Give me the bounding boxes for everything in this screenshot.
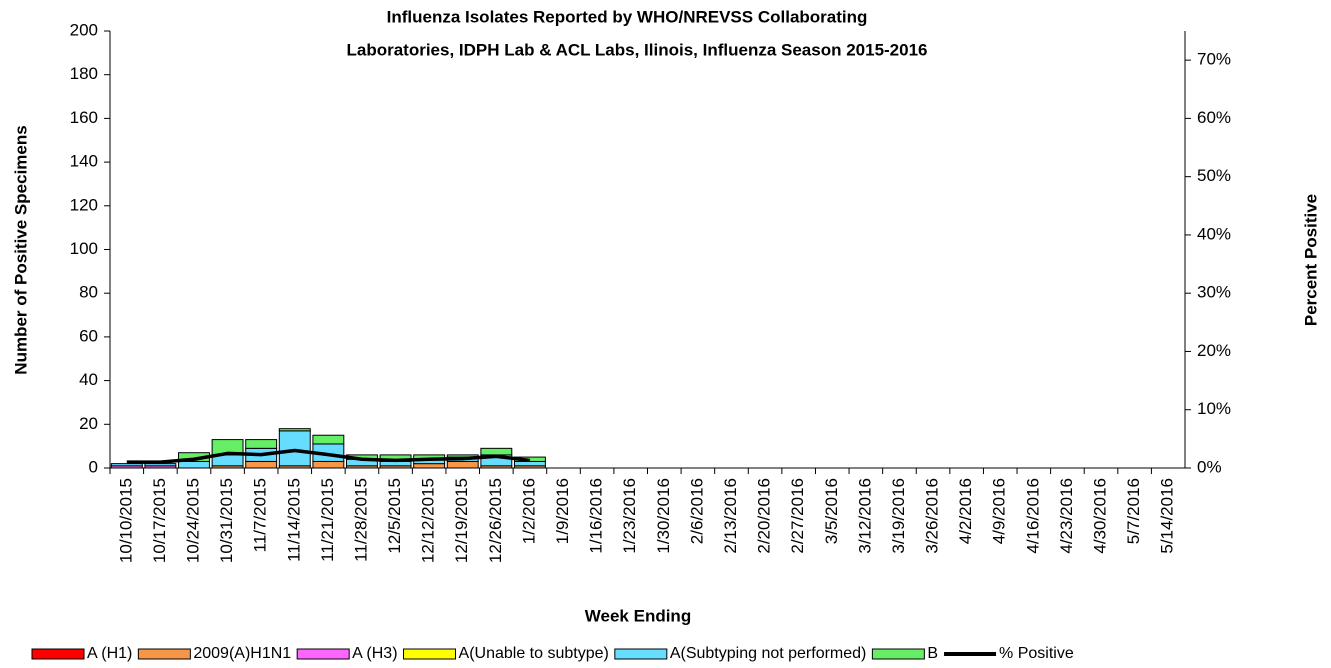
y-tick-label: 180 (70, 64, 98, 83)
x-tick-label: 10/17/2015 (150, 478, 169, 563)
legend-label: % Positive (999, 645, 1074, 662)
x-tick-label: 10/10/2015 (116, 478, 135, 563)
bar-segment (110, 463, 143, 467)
y-tick-label: 40 (79, 370, 98, 389)
x-tick-label: 3/26/2016 (923, 478, 942, 554)
x-tick-label: 12/12/2015 (419, 478, 438, 563)
y2-tick-label: 70% (1197, 50, 1231, 69)
bar-segment (312, 460, 345, 469)
x-tick-label: 10/31/2015 (217, 478, 236, 563)
x-tick-label: 4/30/2016 (1091, 478, 1110, 554)
x-tick-label: 5/7/2016 (1124, 478, 1143, 544)
x-axis-label: Week Ending (585, 606, 691, 625)
x-tick-label: 1/16/2016 (587, 478, 606, 554)
bar-segment (413, 463, 446, 469)
x-tick-label: 3/12/2016 (855, 478, 874, 554)
x-tick-label: 3/19/2016 (889, 478, 908, 554)
legend-swatch (614, 648, 668, 660)
chart-title: Laboratories, IDPH Lab & ACL Labs, Ilino… (347, 40, 928, 59)
bar-segment (312, 434, 345, 445)
x-tick-label: 2/13/2016 (721, 478, 740, 554)
line-series (126, 448, 531, 464)
y2-tick-label: 60% (1197, 108, 1231, 127)
bar-segment (245, 439, 278, 449)
x-tick-label: 11/21/2015 (318, 478, 337, 562)
x-tick-label: 1/23/2016 (620, 478, 639, 554)
legend-label: A (H1) (87, 645, 132, 662)
x-tick-label: 3/5/2016 (822, 478, 841, 544)
y-tick-label: 100 (70, 239, 98, 258)
x-tick-label: 1/30/2016 (654, 478, 673, 554)
x-tick-label: 4/9/2016 (990, 478, 1009, 544)
x-tick-label: 12/26/2015 (486, 478, 505, 563)
y-tick-label: 120 (70, 195, 98, 214)
legend-swatch (871, 648, 925, 660)
bar-segment (513, 460, 546, 467)
x-tick-label: 12/19/2015 (452, 478, 471, 563)
x-tick-label: 1/2/2016 (519, 478, 538, 544)
x-tick-label: 11/28/2015 (351, 478, 370, 562)
y-tick-label: 60 (79, 326, 98, 345)
y2-tick-label: 40% (1197, 224, 1231, 243)
x-tick-label: 2/20/2016 (755, 478, 774, 554)
y2-tick-label: 50% (1197, 166, 1231, 185)
x-tick-label: 5/14/2016 (1158, 478, 1177, 554)
legend-label: A (H3) (352, 645, 397, 662)
legend-label: B (927, 645, 938, 662)
y2-tick-label: 20% (1197, 341, 1231, 360)
x-tick-label: 11/14/2015 (284, 478, 303, 562)
bar-segment (245, 460, 278, 469)
y-tick-label: 0 (89, 457, 98, 476)
chart-title: Influenza Isolates Reported by WHO/NREVS… (387, 7, 868, 26)
x-tick-label: 10/24/2015 (183, 478, 202, 563)
bar-segment (480, 447, 513, 456)
legend-label: 2009(A)H1N1 (193, 645, 291, 662)
legend-label: A(Unable to subtype) (459, 645, 609, 662)
bar-segment (278, 428, 311, 432)
legend-swatch (31, 648, 85, 660)
legend-label: A(Subtyping not performed) (670, 645, 867, 662)
x-tick-label: 2/27/2016 (788, 478, 807, 554)
y-axis-label: Number of Positive Specimens (11, 125, 30, 374)
x-tick-label: 4/2/2016 (956, 478, 975, 544)
bar-segment (446, 460, 479, 469)
x-tick-label: 4/16/2016 (1023, 478, 1042, 554)
y-tick-label: 20 (79, 414, 98, 433)
x-tick-label: 11/7/2015 (251, 478, 270, 552)
bar-segment (144, 463, 177, 467)
legend-swatch (403, 648, 457, 660)
y-tick-label: 200 (70, 20, 98, 39)
legend-swatch (296, 648, 350, 660)
x-tick-label: 1/9/2016 (553, 478, 572, 544)
x-tick-label: 12/5/2015 (385, 478, 404, 554)
y2-tick-label: 0% (1197, 457, 1222, 476)
y2-tick-label: 30% (1197, 283, 1231, 302)
x-tick-label: 2/6/2016 (687, 478, 706, 544)
y2-tick-label: 10% (1197, 399, 1231, 418)
y2-axis-label: Percent Positive (1301, 194, 1320, 326)
legend-swatch (137, 648, 191, 660)
bar-segment (178, 460, 210, 469)
y-tick-label: 80 (79, 283, 98, 302)
bar-segment (278, 430, 311, 467)
y-tick-label: 160 (70, 108, 98, 127)
x-tick-label: 4/23/2016 (1057, 478, 1076, 554)
y-tick-label: 140 (70, 152, 98, 171)
